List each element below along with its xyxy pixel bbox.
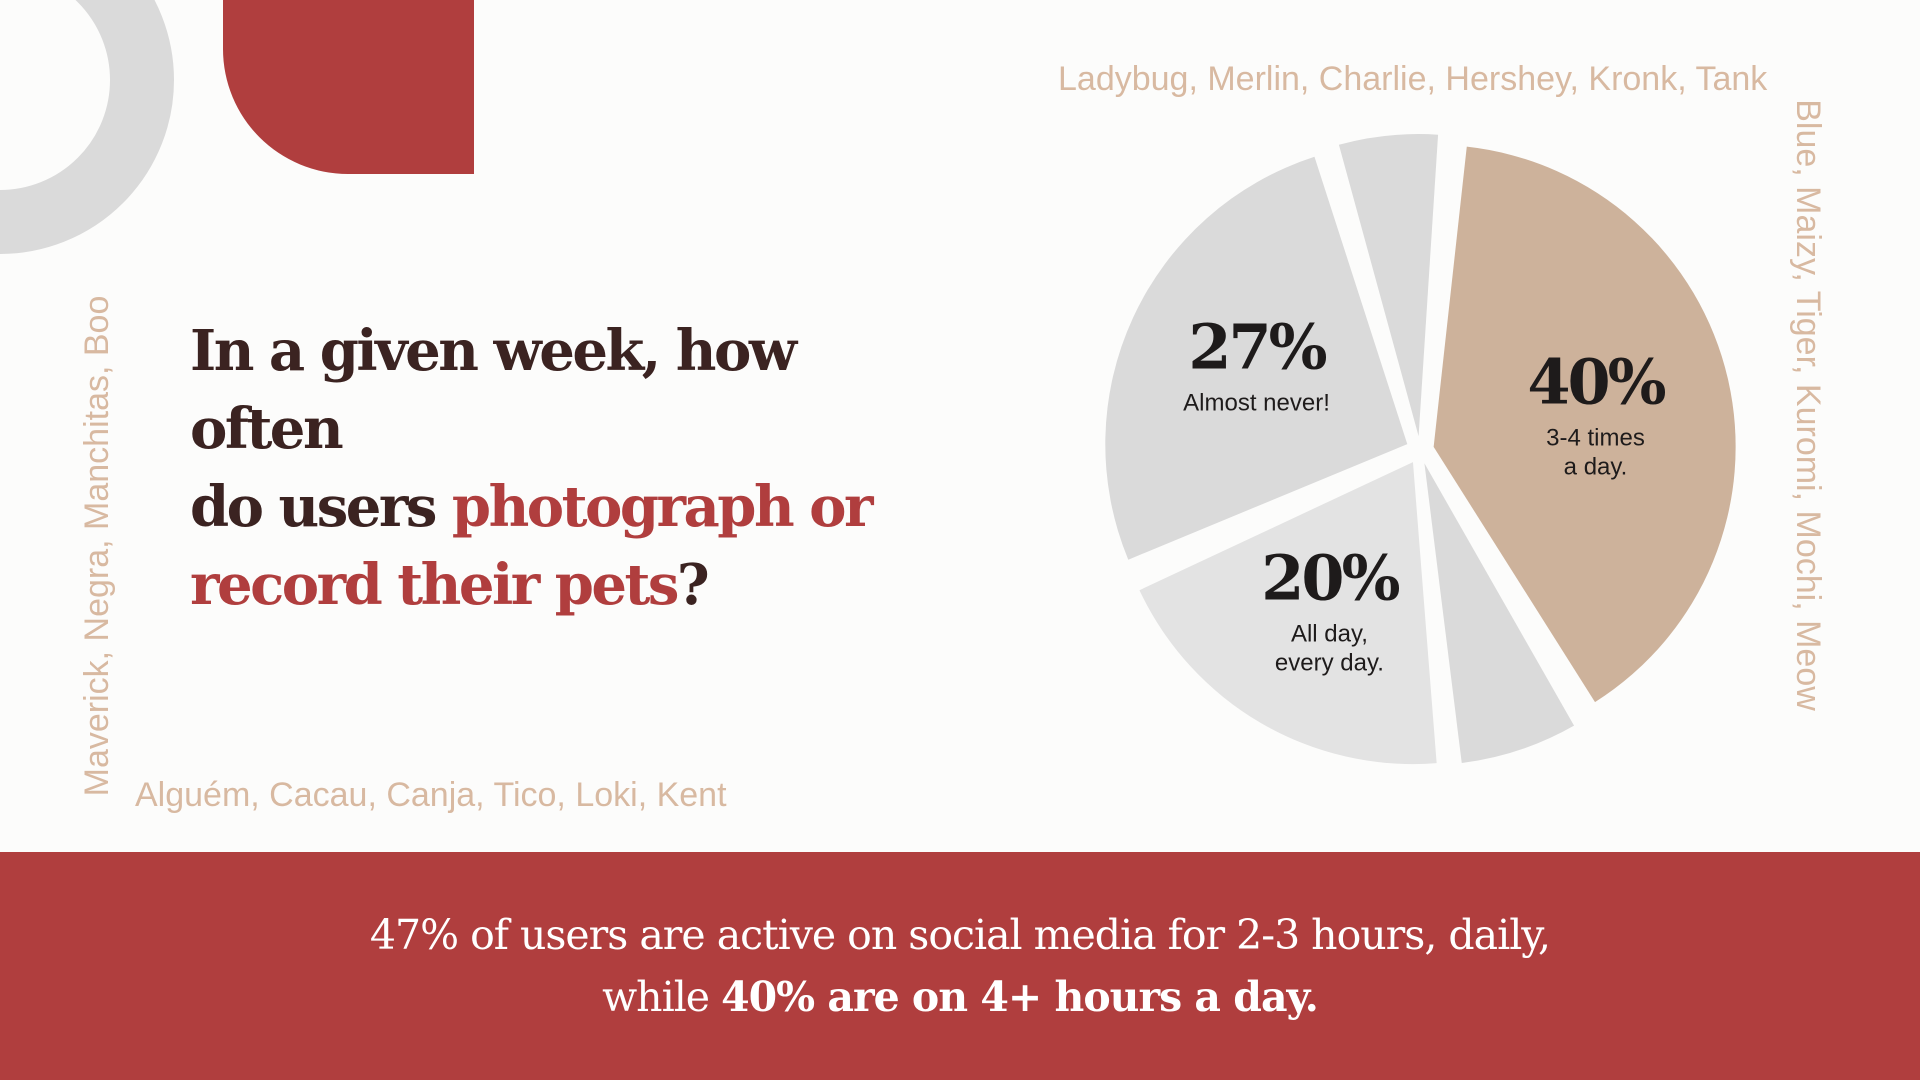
pie-slice-0-desc-line-0: 3-4 times <box>1546 424 1645 451</box>
footer-banner: 47% of users are active on social media … <box>0 852 1920 1080</box>
pet-names-bottom: Alguém, Cacau, Canja, Tico, Loki, Kent <box>135 776 727 814</box>
pie-slice-4 <box>1338 134 1439 437</box>
footer-line-2-bold: 40% are on 4+ hours a day. <box>721 973 1319 1021</box>
footer-line-2: while 40% are on 4+ hours a day. <box>602 966 1319 1028</box>
pie-slice-0-desc-line-1: a day. <box>1564 453 1628 480</box>
decorative-shapes <box>0 0 474 254</box>
question-line-1: In a given week, how often <box>190 318 797 462</box>
question-line-2-accent: photograph or <box>451 474 874 540</box>
question-line-2-plain: do users <box>190 474 452 540</box>
pet-names-top: Ladybug, Merlin, Charlie, Hershey, Kronk… <box>1058 60 1768 98</box>
pet-names-left: Maverick, Negra, Manchitas, Boo <box>78 295 116 797</box>
pie-slice-3-percent-label: 27% <box>1188 310 1326 383</box>
question-line-3-plain: ? <box>676 552 710 618</box>
pie-slice-2-desc-line-1: every day. <box>1275 650 1384 677</box>
footer-line-2-plain: while <box>602 973 722 1021</box>
pie-slice-2-percent-label: 20% <box>1261 542 1399 615</box>
question-heading: In a given week, how often do users photo… <box>190 312 950 624</box>
pie-slice-3-desc-line-0: Almost never! <box>1183 389 1330 416</box>
pet-names-right: Blue, Maizy, Tiger, Kuromi, Mochi, Meow <box>1789 99 1827 711</box>
question-line-3-accent: record their pets <box>190 552 679 618</box>
footer-line-1: 47% of users are active on social media … <box>369 911 1551 959</box>
pie-slice-0 <box>1433 146 1736 703</box>
red-leaf-shape <box>223 0 474 174</box>
pie-slice-2-desc-line-0: All day, <box>1291 621 1368 648</box>
pie-slice-1 <box>1424 463 1575 763</box>
pie-slice-2 <box>1139 462 1437 765</box>
pie-slice-0-percent-label: 40% <box>1527 345 1665 418</box>
gray-ring-shape <box>0 0 174 254</box>
pie-slice-3 <box>1105 156 1408 560</box>
